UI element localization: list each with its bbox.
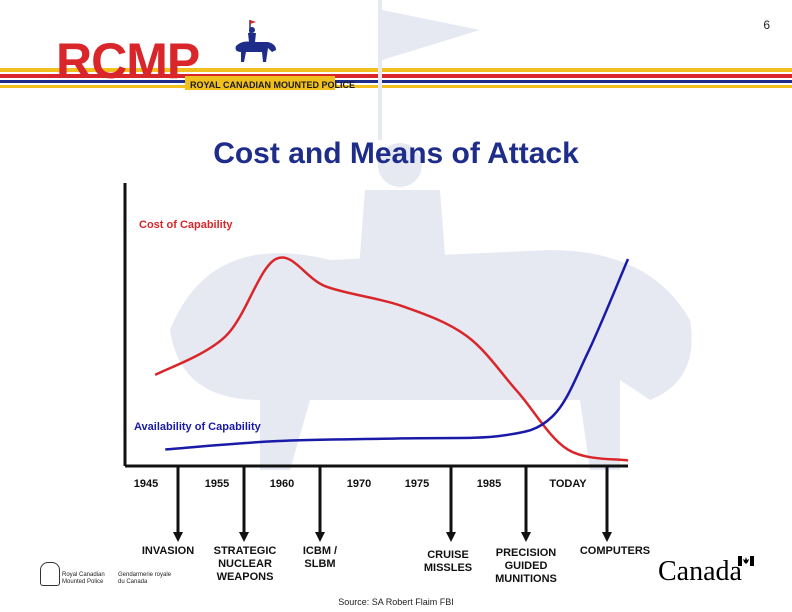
rcmp-subtitle: ROYAL CANADIAN MOUNTED POLICE xyxy=(190,80,356,90)
x-tick-label: 1970 xyxy=(346,478,372,490)
milestone-label: STRATEGIC NUCLEAR WEAPONS xyxy=(200,545,290,584)
milestone-arrow-head xyxy=(521,532,531,542)
gov-signature-english: Royal Canadian Mounted Police xyxy=(62,572,105,586)
milestone-label-line: WEAPONS xyxy=(216,571,274,583)
milestone-label-line: MISSLES xyxy=(423,562,473,574)
milestone-arrow-head xyxy=(315,532,325,542)
source-note: Source: SA Robert Flaim FBI xyxy=(338,597,454,607)
milestone-label-line: STRATEGIC xyxy=(213,545,277,557)
watermark-mountie xyxy=(170,0,692,470)
milestone-label: CRUISE MISSLES xyxy=(403,549,493,575)
milestone-arrow-head xyxy=(173,532,183,542)
x-tick-label: 1975 xyxy=(404,478,430,490)
header-band xyxy=(0,68,792,90)
band-stripe-yellow-2 xyxy=(0,85,792,88)
milestone-label-line: MUNITIONS xyxy=(495,573,557,585)
x-tick-label: 1955 xyxy=(204,478,230,490)
series-label-cost: Cost of Capability xyxy=(139,219,233,231)
milestone-label-line: INVASION xyxy=(141,545,195,557)
gov-signature-french: Gendarmerie royale du Canada xyxy=(118,572,171,586)
milestone-arrow-head xyxy=(446,532,456,542)
gov-crest-icon xyxy=(40,562,60,586)
band-stripe-yellow xyxy=(0,68,792,72)
milestone-label: PRECISION GUIDED MUNITIONS xyxy=(481,547,571,586)
milestone-arrows xyxy=(173,467,612,542)
rcmp-logo: RCMP xyxy=(56,33,200,89)
band-stripe-blue xyxy=(0,80,792,83)
gov-right-line2: du Canada xyxy=(118,579,148,585)
mountie-icon xyxy=(235,20,276,62)
milestone-arrow-head xyxy=(239,532,249,542)
gov-right-line1: Gendarmerie royale xyxy=(118,572,172,578)
milestone-label: ICBM / SLBM xyxy=(275,545,365,571)
canada-wordmark: Canada xyxy=(658,556,742,587)
milestone-label-line: ICBM / xyxy=(302,545,338,557)
maple-flag-icon xyxy=(738,556,754,566)
x-tick-label: TODAY xyxy=(549,478,587,490)
milestone-label: INVASION xyxy=(123,545,213,558)
band-label-bg xyxy=(185,76,335,90)
availability-of-capability-line xyxy=(165,258,630,451)
milestone-label-line: PRECISION xyxy=(495,547,557,559)
x-tick-label: 1960 xyxy=(269,478,295,490)
milestone-label-line: NUCLEAR xyxy=(218,558,272,570)
series-label-availability: Availability of Capability xyxy=(134,421,261,433)
gov-left-line1: Royal Canadian xyxy=(62,572,105,578)
milestone-label-line: CRUISE xyxy=(427,549,469,561)
milestone-label-line: SLBM xyxy=(304,558,336,570)
milestone-label: COMPUTERS xyxy=(570,545,660,558)
x-tick-label: 1985 xyxy=(476,478,502,490)
cost-of-capability-line xyxy=(154,256,629,462)
milestone-arrow-head xyxy=(602,532,612,542)
milestone-label-line: GUIDED xyxy=(504,560,548,572)
slide-title: Cost and Means of Attack xyxy=(213,137,579,170)
band-stripe-red xyxy=(0,74,792,78)
x-tick-label: 1945 xyxy=(133,478,159,490)
gov-left-line2: Mounted Police xyxy=(62,579,104,585)
milestone-label-line: COMPUTERS xyxy=(579,545,651,557)
slide-number: 6 xyxy=(763,18,770,32)
